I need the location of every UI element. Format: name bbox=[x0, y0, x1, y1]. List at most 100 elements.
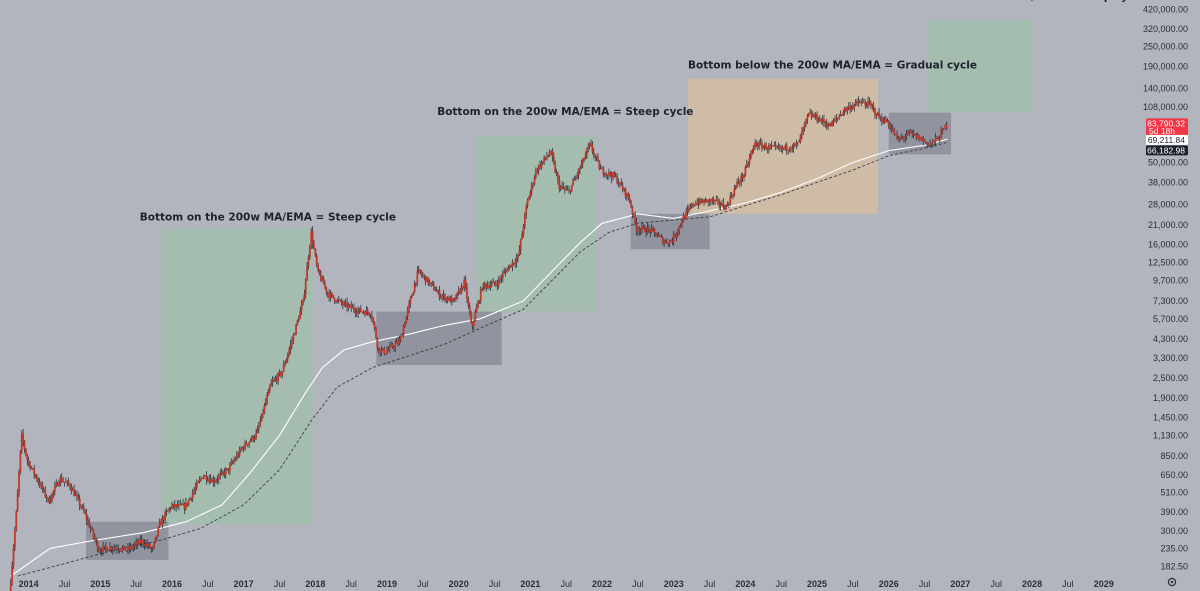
candle-523 bbox=[730, 191, 733, 199]
candle-490 bbox=[685, 207, 688, 220]
y-tick-label-16: 3,300.00 bbox=[1153, 353, 1188, 363]
candle-236 bbox=[335, 300, 337, 304]
candle-120 bbox=[175, 504, 178, 512]
candle-223 bbox=[317, 262, 320, 273]
candle-275 bbox=[388, 342, 391, 354]
candle-485 bbox=[678, 225, 681, 236]
candle-329 bbox=[463, 276, 466, 292]
candle-163 bbox=[234, 456, 237, 462]
candle-674 bbox=[938, 135, 941, 143]
candle-90 bbox=[133, 541, 136, 551]
candle-125 bbox=[182, 498, 184, 506]
bar-countdown: 5d 18h bbox=[1149, 126, 1175, 136]
y-tick-label-0: 420,000.00 bbox=[1143, 4, 1188, 14]
y-axis[interactable]: 420,000.00 320,000.00 250,000.00 190,000.00… bbox=[1143, 4, 1188, 571]
steep-zone-3 bbox=[928, 20, 1033, 113]
candle-619 bbox=[863, 98, 865, 104]
last-price-value: 83,790.32 bbox=[1147, 118, 1185, 128]
y-tick-label-11: 12,500.00 bbox=[1148, 257, 1188, 267]
candle-391 bbox=[548, 149, 551, 157]
candle-328 bbox=[461, 285, 464, 290]
candle-436 bbox=[610, 171, 613, 184]
candle-653 bbox=[909, 128, 912, 134]
candle-52 bbox=[81, 504, 84, 510]
candle-612 bbox=[853, 103, 856, 112]
candle-454 bbox=[635, 217, 638, 236]
candle-422 bbox=[591, 140, 594, 155]
candle-432 bbox=[605, 171, 608, 179]
x-tick-label-16: 2022 bbox=[592, 579, 612, 589]
candle-537 bbox=[750, 150, 752, 160]
candle-605 bbox=[843, 106, 846, 116]
candle-644 bbox=[897, 135, 900, 142]
candle-480 bbox=[671, 237, 674, 246]
candle-642 bbox=[894, 134, 897, 136]
candle-210 bbox=[299, 307, 302, 320]
candle-582 bbox=[812, 111, 814, 118]
candle-18 bbox=[34, 473, 37, 479]
candle-377 bbox=[529, 189, 532, 200]
candle-326 bbox=[459, 287, 461, 296]
candle-596 bbox=[831, 120, 834, 127]
candle-668 bbox=[930, 142, 933, 148]
candle-177 bbox=[253, 434, 256, 443]
candle-327 bbox=[460, 282, 463, 295]
candle-167 bbox=[240, 446, 242, 453]
candle-482 bbox=[674, 233, 676, 238]
candle-248 bbox=[351, 304, 354, 309]
candle-541 bbox=[755, 140, 758, 148]
candle-340 bbox=[478, 299, 481, 305]
candle-483 bbox=[675, 231, 678, 241]
candle-82 bbox=[122, 545, 125, 550]
candle-320 bbox=[450, 294, 453, 306]
candle-66 bbox=[100, 547, 103, 557]
candle-481 bbox=[672, 230, 675, 247]
candle-29 bbox=[49, 495, 52, 505]
candle-455 bbox=[636, 226, 639, 236]
y-tick-label-2: 250,000.00 bbox=[1143, 42, 1188, 52]
candles-layer bbox=[9, 96, 948, 591]
candle-412 bbox=[577, 168, 580, 180]
candle-348 bbox=[489, 280, 492, 292]
candle-667 bbox=[929, 139, 931, 147]
candle-475 bbox=[664, 240, 667, 244]
candle-106 bbox=[155, 535, 158, 541]
candle-268 bbox=[379, 348, 382, 357]
candle-164 bbox=[235, 451, 238, 461]
candle-119 bbox=[173, 499, 176, 511]
candle-238 bbox=[337, 295, 340, 304]
candle-189 bbox=[270, 379, 273, 387]
candle-286 bbox=[404, 321, 406, 328]
candle-587 bbox=[818, 115, 821, 122]
candle-609 bbox=[849, 101, 852, 114]
candle-280 bbox=[395, 338, 398, 344]
candle-274 bbox=[387, 346, 390, 352]
candle-56 bbox=[87, 515, 89, 526]
candle-176 bbox=[252, 435, 255, 442]
candle-386 bbox=[541, 161, 544, 166]
x-axis[interactable]: 2014 Jul 2015 Jul 2016 Jul 2017 Jul 2018 Jul 2019 J… bbox=[19, 579, 1114, 589]
candle-200 bbox=[285, 357, 288, 364]
y-tick-label-4: 140,000.00 bbox=[1143, 83, 1188, 93]
candle-235 bbox=[333, 297, 336, 304]
candle-264 bbox=[373, 320, 376, 331]
candle-25 bbox=[44, 486, 47, 499]
candle-185 bbox=[264, 398, 267, 407]
x-tick-label-1: Jul bbox=[59, 579, 71, 589]
candle-199 bbox=[284, 360, 286, 367]
candle-413 bbox=[579, 165, 581, 174]
candle-584 bbox=[814, 112, 817, 120]
settings-gear-icon[interactable] bbox=[1167, 577, 1177, 587]
candle-426 bbox=[597, 153, 599, 162]
candle-622 bbox=[867, 96, 869, 110]
candle-655 bbox=[912, 129, 915, 139]
candle-284 bbox=[401, 332, 404, 337]
candle-290 bbox=[409, 296, 412, 308]
candle-130 bbox=[189, 496, 191, 501]
candle-31 bbox=[52, 490, 55, 499]
candle-423 bbox=[592, 148, 595, 159]
x-tick-label-13: Jul bbox=[489, 579, 501, 589]
candle-153 bbox=[220, 468, 223, 476]
